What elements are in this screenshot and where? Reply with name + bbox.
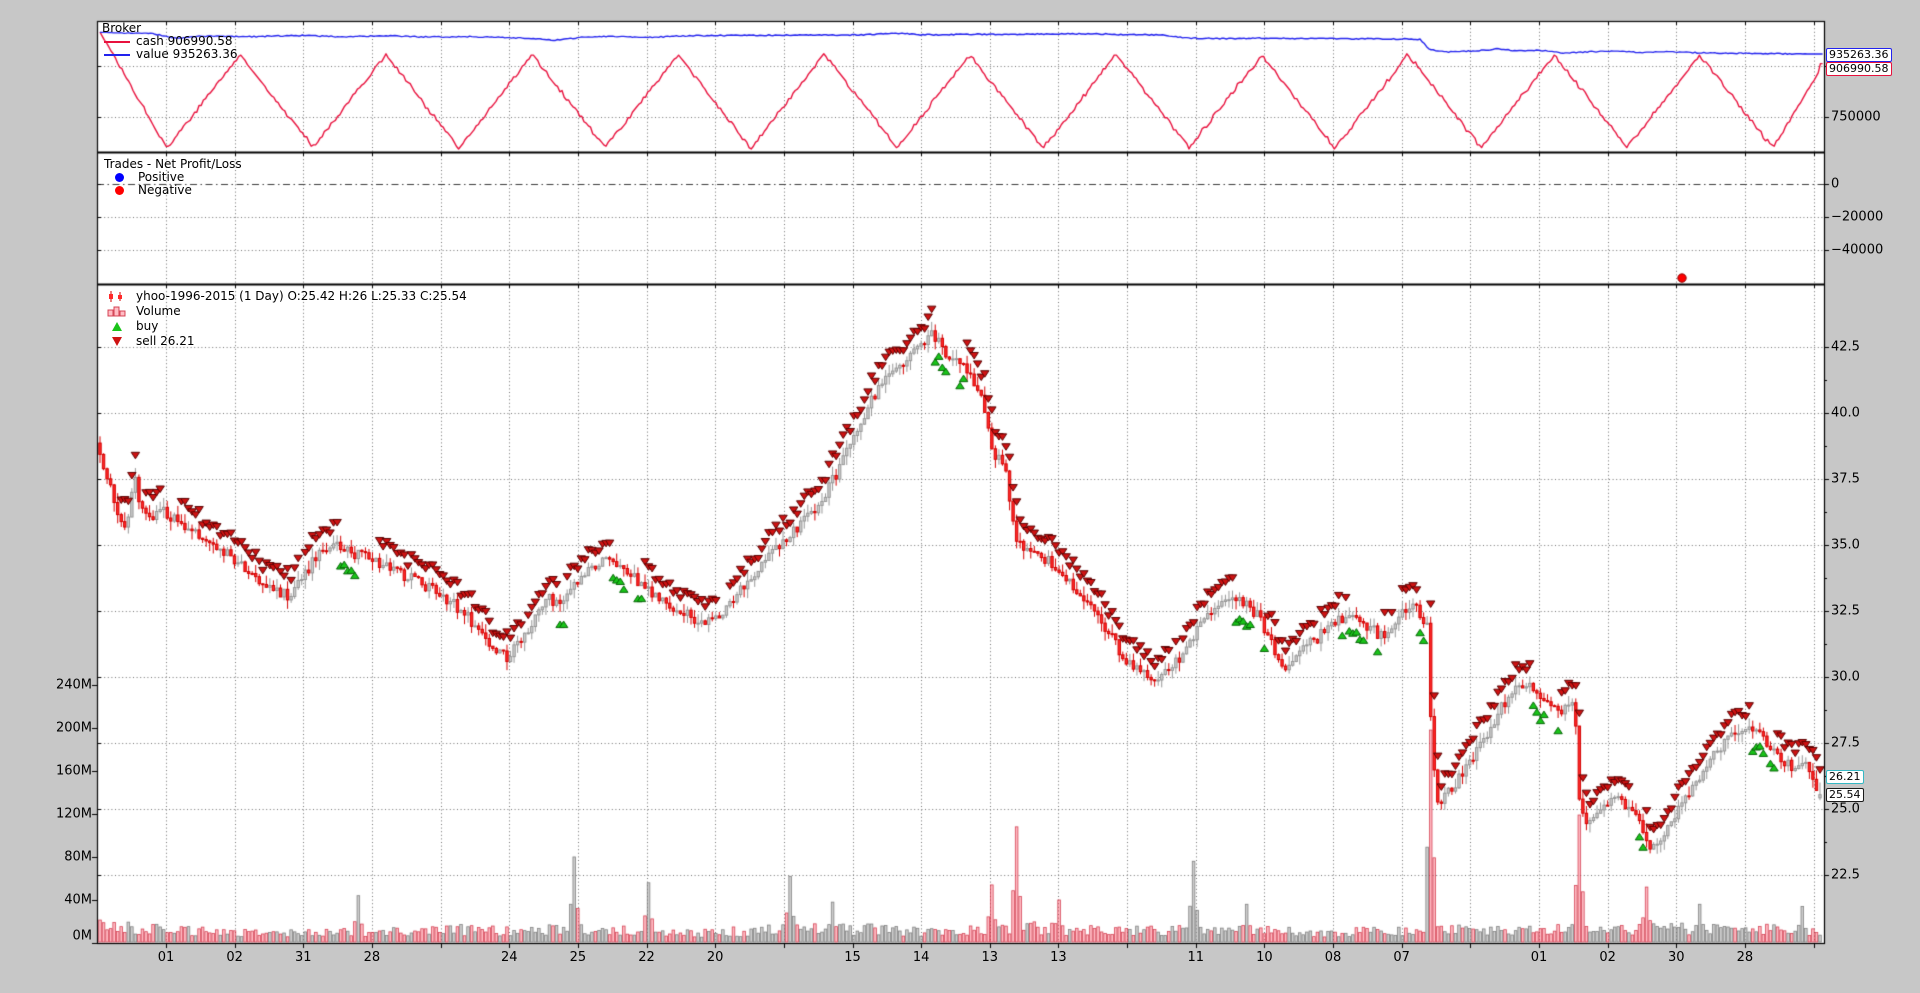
trades-axis-tick-label: −40000	[1831, 242, 1884, 258]
positive-legend-label: Positive	[138, 170, 185, 184]
price-axis-tick-label: 40.0	[1831, 405, 1860, 421]
date-axis-tick-label: 14	[912, 950, 930, 965]
volume-axis-tick-label: 160M	[55, 763, 92, 779]
volume-axis-tick-label: 40M	[64, 892, 92, 908]
date-axis-tick-label: 10	[1256, 950, 1273, 965]
positive-dot-icon	[104, 173, 134, 182]
volume-icon	[102, 305, 132, 318]
trades-legend: Trades - Net Profit/Loss Positive Negati…	[104, 158, 242, 197]
volume-legend-label: Volume	[136, 304, 181, 318]
value-legend-label: value 935263.36	[136, 47, 238, 61]
date-axis-tick-label: 02	[226, 950, 243, 965]
price-legend: yhoo-1996-2015 (1 Day) O:25.42 H:26 L:25…	[102, 289, 467, 349]
date-axis-tick-label: 11	[1187, 950, 1205, 965]
price-axis-tick-label: 27.5	[1831, 735, 1860, 751]
close-last-tag: 25.54	[1826, 788, 1864, 802]
price-axis-tick-label: 42.5	[1831, 339, 1860, 355]
sell-legend-item: sell 26.21	[102, 334, 467, 349]
sell-legend-label: sell 26.21	[136, 334, 195, 348]
buy-triangle-icon	[102, 322, 132, 331]
price-axis-tick-label: 37.5	[1831, 471, 1860, 487]
date-axis-tick-label: 08	[1324, 950, 1342, 965]
cash-legend-label: cash 906990.58	[136, 34, 233, 48]
candlestick-icon	[102, 290, 132, 303]
sell-triangle-icon	[102, 337, 132, 346]
volume-axis-tick-label: 120M	[55, 806, 92, 822]
price-axis-tick-label: 30.0	[1831, 669, 1860, 685]
date-axis-tick-label: 07	[1393, 950, 1410, 965]
price-axis-tick-label: 32.5	[1831, 603, 1860, 619]
cash-last-tag: 906990.58	[1826, 62, 1892, 76]
date-axis-tick-label: 28	[363, 950, 381, 965]
positive-legend-item: Positive	[104, 171, 242, 184]
date-axis-tick-label: 28	[1736, 950, 1754, 965]
volume-axis-tick-label: 240M	[55, 677, 92, 693]
date-axis-tick-label: 30	[1668, 950, 1685, 965]
date-axis-tick-label: 02	[1599, 950, 1616, 965]
trades-panel-title: Trades - Net Profit/Loss	[104, 157, 242, 171]
date-axis-tick-label: 22	[638, 950, 655, 965]
date-axis-tick-label: 01	[1530, 950, 1548, 965]
date-axis-tick-label: 13	[1050, 950, 1067, 965]
volume-axis-tick-label: 200M	[55, 720, 92, 736]
data-series-legend-item: yhoo-1996-2015 (1 Day) O:25.42 H:26 L:25…	[102, 289, 467, 304]
price-axis-tick-label: 35.0	[1831, 537, 1860, 553]
price-axis-tick-label: 22.5	[1831, 867, 1860, 883]
volume-axis-tick-label: 0M	[72, 928, 93, 944]
broker-legend: Broker cash 906990.58 value 935263.36	[102, 22, 237, 61]
date-axis-tick-label: 13	[981, 950, 999, 965]
value-last-tag: 935263.36	[1826, 48, 1892, 62]
date-axis-tick-label: 20	[706, 950, 724, 965]
trades-axis-tick-label: −20000	[1831, 209, 1884, 225]
trades-axis-tick-label: 0	[1831, 176, 1840, 192]
broker-panel-title: Broker	[102, 21, 142, 35]
date-axis-tick-label: 25	[569, 950, 587, 965]
negative-dot-icon	[104, 186, 134, 195]
volume-legend-item: Volume	[102, 304, 467, 319]
broker-axis-tick-label: 750000	[1831, 109, 1881, 125]
value-line-icon	[102, 53, 132, 56]
volume-axis-tick-label: 80M	[64, 849, 92, 865]
cash-legend-item: cash 906990.58	[102, 35, 237, 48]
buy-legend-label: buy	[136, 319, 159, 333]
date-axis-tick-label: 31	[295, 950, 312, 965]
data-series-legend-label: yhoo-1996-2015 (1 Day) O:25.42 H:26 L:25…	[136, 289, 467, 303]
date-axis-tick-label: 24	[500, 950, 518, 965]
value-legend-item: value 935263.36	[102, 48, 237, 61]
negative-legend-label: Negative	[138, 183, 192, 197]
negative-legend-item: Negative	[104, 184, 242, 197]
price-axis-tick-label: 25.0	[1831, 801, 1860, 817]
cash-line-icon	[102, 40, 132, 43]
date-axis-tick-label: 15	[844, 950, 861, 965]
sell-last-tag: 26.21	[1826, 770, 1864, 784]
date-axis-tick-label: 01	[157, 950, 175, 965]
buy-legend-item: buy	[102, 319, 467, 334]
